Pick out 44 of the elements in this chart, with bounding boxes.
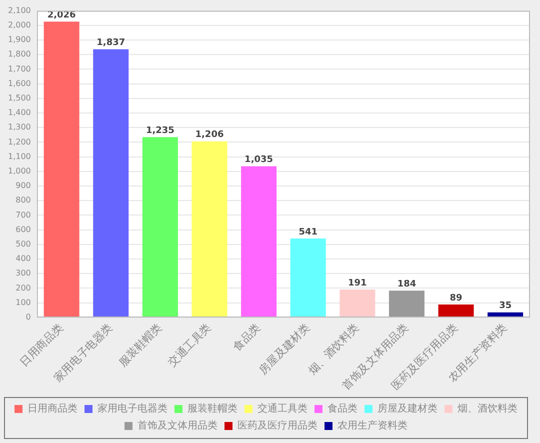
legend-label: 烟、酒饮料类 <box>458 402 518 415</box>
x-tick-label: 食品类 <box>230 321 263 354</box>
y-tick-label: 1,800 <box>8 50 31 59</box>
data-label: 1,206 <box>195 130 224 140</box>
y-tick-label: 600 <box>16 224 31 234</box>
y-tick-label: 1,300 <box>8 122 31 132</box>
legend-label: 日用商品类 <box>28 402 78 415</box>
y-tick-label: 1,200 <box>8 137 31 146</box>
data-label: 35 <box>499 301 512 312</box>
y-tick-label: 500 <box>16 240 31 249</box>
legend-label: 家用电子电器类 <box>98 402 168 415</box>
y-tick-label: 1,900 <box>8 35 31 44</box>
y-tick-label: 1,700 <box>8 64 31 74</box>
legend-label: 农用生产资料类 <box>338 420 408 432</box>
y-tick-label: 1,500 <box>8 93 31 102</box>
y-tick-label: 0 <box>26 312 31 322</box>
x-tick-label: 服装鞋帽类 <box>116 321 164 370</box>
legend-label: 医药及医疗用品类 <box>238 420 318 432</box>
data-label: 541 <box>298 227 318 238</box>
x-tick-label: 交通工具类 <box>166 321 214 370</box>
y-tick-label: 700 <box>16 210 31 220</box>
legend-label: 服装鞋帽类 <box>188 402 238 415</box>
y-tick-label: 200 <box>16 283 31 292</box>
y-tick-label: 2,000 <box>8 20 31 30</box>
y-tick-label: 900 <box>16 181 31 190</box>
y-tick-label: 1,600 <box>8 78 31 88</box>
y-tick-label: 800 <box>16 196 31 205</box>
y-tick-label: 1,400 <box>8 108 31 118</box>
y-tick-label: 400 <box>16 254 31 264</box>
data-label: 191 <box>348 278 367 288</box>
legend-label: 食品类 <box>328 402 358 415</box>
y-tick-label: 300 <box>16 268 31 278</box>
y-tick-label: 1,000 <box>8 166 31 176</box>
y-tick-label: 1,100 <box>8 152 31 161</box>
data-label: 1,235 <box>146 126 174 136</box>
data-label: 89 <box>450 293 462 304</box>
data-label: 184 <box>397 279 416 290</box>
y-tick-label: 2,100 <box>8 6 31 15</box>
data-label: 1,035 <box>244 155 274 166</box>
legend-label: 首饰及文体用品类 <box>138 420 218 432</box>
legend-label: 房屋及建材类 <box>378 402 438 415</box>
legend-label: 交通工具类 <box>258 402 308 415</box>
y-tick-label: 100 <box>16 298 31 307</box>
data-label: 1,837 <box>96 38 126 48</box>
